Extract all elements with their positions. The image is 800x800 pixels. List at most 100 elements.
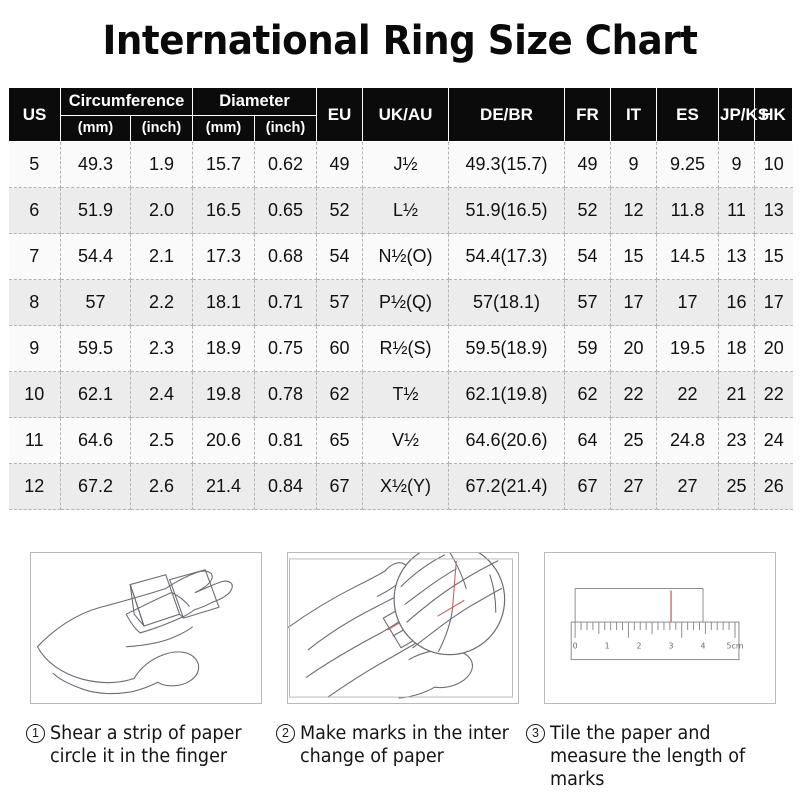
ruler-measure-icon: 0 1 2 3 4 5cm [570,588,744,661]
cell-diameter-mm: 18.9 [192,325,255,372]
cell-us: 12 [8,463,61,510]
header-de-br: DE/BR [448,87,565,142]
ruler-tick-label: 0 [573,642,578,651]
cell-circumference-mm: 59.5 [60,325,131,372]
table-row: 5 49.3 1.9 15.7 0.62 49 J½ 49.3(15.7) 49 9 9.25 9 10 [8,141,793,188]
cell-jp-ks: 9 [718,141,755,188]
step-3-text: Tile the paper and measure the length of… [550,723,746,791]
cell-uk-au: T½ [362,371,449,418]
ruler-tick-labels: 0 1 2 3 4 5cm [573,642,744,651]
cell-fr: 59 [564,325,611,372]
cell-uk-au: P½(Q) [362,279,449,326]
cell-hk: 10 [754,141,793,188]
cell-eu: 49 [316,141,363,188]
cell-us: 10 [8,371,61,418]
illustration-panels: 0 1 2 3 4 5cm [0,552,800,712]
cell-fr: 54 [564,233,611,280]
instruction-captions: 1 Shear a strip of paper circle it in th… [0,722,800,792]
cell-circumference-inch: 1.9 [130,141,193,188]
cell-hk: 15 [754,233,793,280]
cell-jp-ks: 21 [718,371,755,418]
cell-es: 19.5 [656,325,719,372]
header-diameter: Diameter [192,87,317,116]
cell-jp-ks: 18 [718,325,755,372]
cell-uk-au: N½(O) [362,233,449,280]
cell-fr: 62 [564,371,611,418]
ruler-tick-label: 4 [701,642,706,651]
cell-circumference-inch: 2.5 [130,417,193,464]
cell-jp-ks: 25 [718,463,755,510]
ruler-tick-label: 5cm [726,642,743,651]
header-fr: FR [564,87,611,142]
cell-fr: 67 [564,463,611,510]
header-es: ES [656,87,719,142]
cell-it: 27 [610,463,657,510]
table-row: 9 59.5 2.3 18.9 0.75 60 R½(S) 59.5(18.9) 59 20 19.… [8,325,793,372]
header-row-units: (mm) (inch) (mm) (inch) [9,115,793,142]
cell-us: 6 [8,187,61,234]
cell-uk-au: L½ [362,187,449,234]
step-2-text: Make marks in the inter change of paper [300,723,509,768]
cell-us: 9 [8,325,61,372]
header-circumference: Circumference [60,87,193,116]
cell-es: 22 [656,371,719,418]
header-it: IT [610,87,657,142]
cell-es: 24.8 [656,417,719,464]
cell-us: 5 [8,141,61,188]
header-circumference-mm: (mm) [60,115,131,142]
cell-diameter-inch: 0.75 [254,325,317,372]
cell-circumference-mm: 64.6 [60,417,131,464]
page-title: International Ring Size Chart [102,18,698,64]
cell-de-br: 64.6(20.6) [448,417,565,464]
cell-uk-au: V½ [362,417,449,464]
illustration-panel-step-2 [287,552,519,704]
ruler-tick-label: 3 [669,642,674,651]
cell-diameter-inch: 0.65 [254,187,317,234]
cell-jp-ks: 16 [718,279,755,326]
cell-eu: 60 [316,325,363,372]
cell-fr: 49 [564,141,611,188]
step-number-2-icon: 2 [276,724,295,743]
step-1-text: Shear a strip of paper circle it in the … [50,723,242,768]
cell-diameter-mm: 15.7 [192,141,255,188]
step-number-1-icon: 1 [26,724,45,743]
finger-mark-magnifier-icon [288,553,514,699]
cell-jp-ks: 23 [718,417,755,464]
header-us: US [8,87,61,142]
cell-circumference-mm: 54.4 [60,233,131,280]
table-row: 7 54.4 2.1 17.3 0.68 54 N½(O) 54.4(17.3) 54 15 14.… [8,233,793,280]
cell-es: 27 [656,463,719,510]
cell-diameter-mm: 20.6 [192,417,255,464]
illustration-panel-step-1 [30,552,262,704]
size-chart-container: US Circumference Diameter EU UK/AU DE/BR… [8,87,793,510]
cell-hk: 20 [754,325,793,372]
cell-eu: 62 [316,371,363,418]
cell-circumference-inch: 2.1 [130,233,193,280]
cell-fr: 64 [564,417,611,464]
instruction-step-1: 1 Shear a strip of paper circle it in th… [26,722,281,768]
cell-hk: 22 [754,371,793,418]
cell-us: 7 [8,233,61,280]
cell-circumference-inch: 2.6 [130,463,193,510]
ruler-tick-label: 1 [605,642,610,651]
cell-de-br: 54.4(17.3) [448,233,565,280]
cell-eu: 67 [316,463,363,510]
cell-eu: 65 [316,417,363,464]
cell-eu: 54 [316,233,363,280]
cell-de-br: 51.9(16.5) [448,187,565,234]
cell-circumference-mm: 57 [60,279,131,326]
cell-circumference-inch: 2.4 [130,371,193,418]
cell-diameter-inch: 0.62 [254,141,317,188]
instruction-step-2: 2 Make marks in the inter change of pape… [276,722,531,768]
cell-es: 14.5 [656,233,719,280]
ruler-tick-label: 2 [637,642,642,651]
header-jp-ks: JP/KS [718,87,769,142]
cell-diameter-mm: 21.4 [192,463,255,510]
cell-diameter-inch: 0.84 [254,463,317,510]
cell-us: 11 [8,417,61,464]
illustration-panel-step-3: 0 1 2 3 4 5cm [544,552,776,704]
cell-de-br: 62.1(19.8) [448,371,565,418]
cell-es: 11.8 [656,187,719,234]
cell-circumference-mm: 51.9 [60,187,131,234]
cell-fr: 52 [564,187,611,234]
